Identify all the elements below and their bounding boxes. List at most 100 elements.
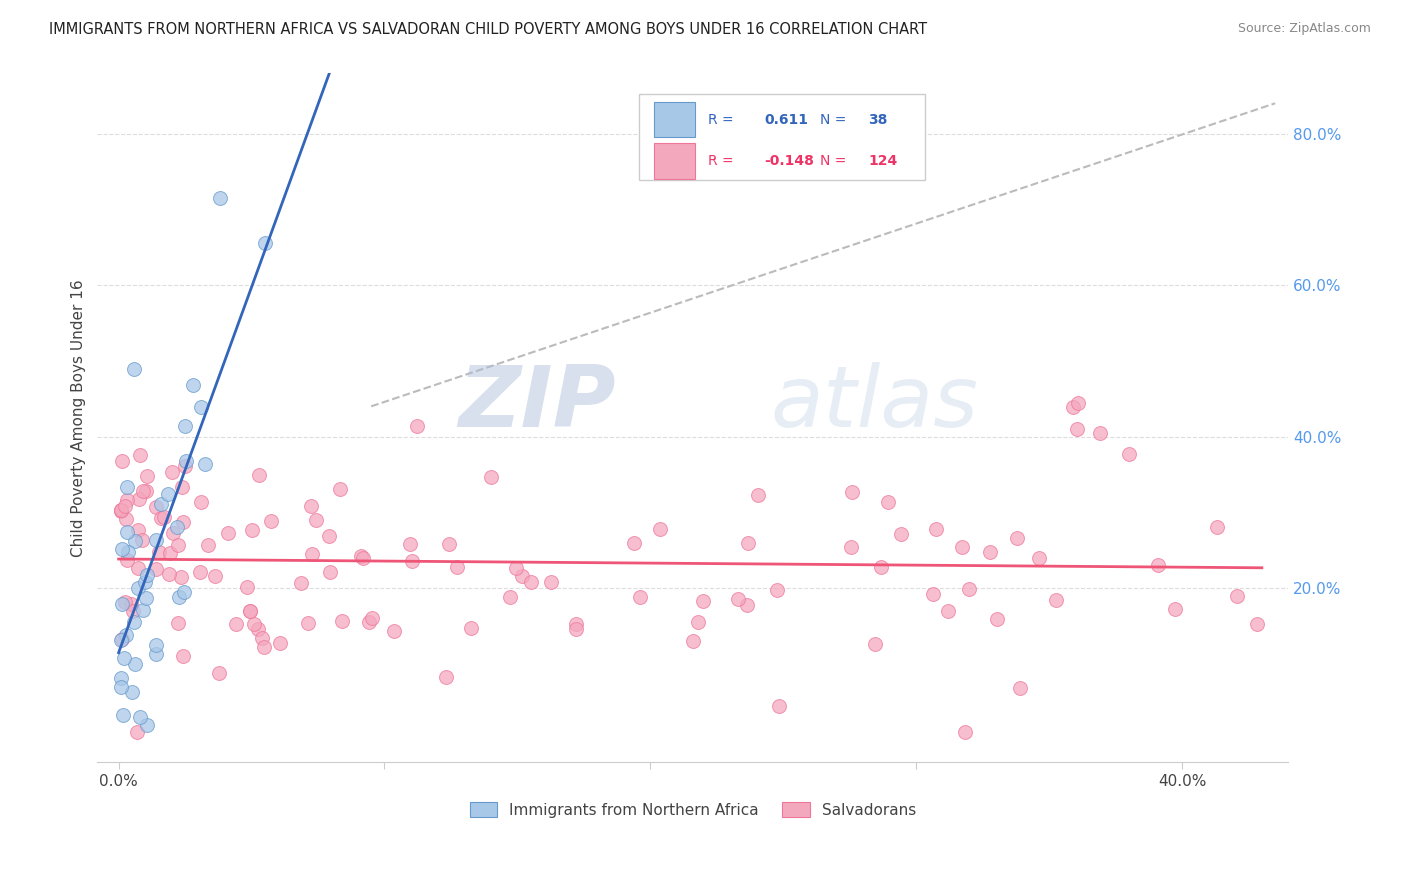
Point (129, 448, 152, 462)
Point (259, 514, 281, 528)
Point (869, 560, 891, 574)
Point (132, 483, 155, 498)
Point (145, 647, 167, 661)
Point (208, 191, 231, 205)
Point (242, 617, 264, 632)
Point (167, 591, 190, 605)
Point (747, 488, 769, 502)
Text: IMMIGRANTS FROM NORTHERN AFRICA VS SALVADORAN CHILD POVERTY AMONG BOYS UNDER 16 : IMMIGRANTS FROM NORTHERN AFRICA VS SALVA… (49, 22, 928, 37)
Point (876, 495, 898, 509)
Point (499, 590, 522, 604)
Point (114, 594, 136, 608)
Point (225, 617, 247, 632)
Point (132, 603, 155, 617)
Text: -0.148: -0.148 (765, 154, 814, 168)
Y-axis label: Child Poverty Among Boys Under 16: Child Poverty Among Boys Under 16 (72, 279, 86, 557)
Point (122, 603, 145, 617)
Point (510, 569, 533, 583)
Point (160, 465, 183, 479)
Point (1226, 589, 1249, 603)
Point (540, 575, 562, 590)
Point (174, 459, 197, 474)
Point (405, 418, 427, 433)
Point (841, 485, 863, 500)
Point (135, 469, 157, 483)
Point (865, 638, 887, 652)
Text: 124: 124 (868, 154, 897, 168)
Point (1062, 400, 1084, 414)
Point (120, 597, 142, 611)
Text: R =: R = (709, 112, 738, 127)
Point (159, 546, 181, 560)
Point (505, 560, 527, 574)
Point (628, 591, 651, 605)
Point (125, 725, 148, 739)
Point (172, 515, 194, 529)
Point (692, 593, 714, 607)
Point (1246, 617, 1268, 632)
Point (623, 536, 645, 550)
Bar (654, 143, 696, 178)
Point (565, 622, 588, 636)
Point (766, 583, 789, 598)
Point (1164, 602, 1187, 616)
Point (682, 633, 704, 648)
Point (148, 544, 170, 558)
Point (129, 709, 152, 723)
Point (957, 582, 980, 597)
Point (737, 536, 759, 550)
Point (1090, 425, 1112, 440)
Point (110, 504, 132, 518)
Point (318, 566, 340, 580)
Point (1028, 550, 1050, 565)
Point (204, 569, 226, 583)
Point (197, 537, 219, 551)
Point (167, 538, 190, 552)
Point (167, 615, 190, 630)
Point (110, 502, 132, 516)
Point (890, 527, 912, 541)
Point (382, 624, 405, 639)
Point (299, 499, 322, 513)
Point (188, 565, 211, 579)
Point (157, 566, 180, 581)
Point (150, 497, 173, 511)
Point (149, 511, 172, 525)
Text: N =: N = (820, 154, 851, 168)
Point (938, 603, 960, 617)
Point (117, 480, 139, 494)
Point (153, 509, 176, 524)
Point (252, 640, 274, 655)
Point (121, 684, 143, 698)
Text: ZIP: ZIP (458, 362, 616, 445)
Text: R =: R = (709, 154, 738, 168)
Point (247, 468, 270, 483)
Point (239, 604, 262, 618)
Point (401, 554, 423, 568)
Point (135, 567, 157, 582)
Point (318, 529, 340, 543)
Point (110, 502, 132, 516)
Point (446, 559, 468, 574)
Point (1206, 520, 1229, 534)
Point (242, 523, 264, 537)
Text: atlas: atlas (770, 362, 979, 445)
Point (174, 419, 197, 434)
Point (357, 615, 380, 629)
Point (135, 483, 157, 498)
Point (115, 512, 138, 526)
Point (114, 628, 136, 642)
Point (269, 635, 291, 649)
Point (1066, 422, 1088, 436)
Point (145, 533, 167, 547)
Point (1045, 593, 1067, 607)
Point (952, 541, 974, 555)
Point (114, 499, 136, 513)
Point (170, 570, 193, 584)
Point (194, 458, 217, 472)
Point (135, 591, 157, 605)
Point (115, 493, 138, 508)
Point (329, 483, 352, 497)
Point (145, 500, 167, 515)
Point (127, 523, 149, 537)
